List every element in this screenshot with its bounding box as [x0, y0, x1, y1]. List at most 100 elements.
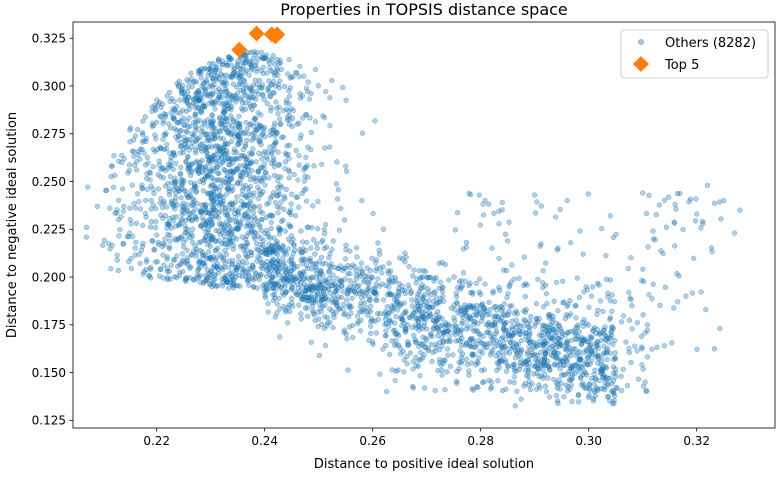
data-point-other: [545, 375, 551, 381]
data-point-other: [144, 154, 151, 161]
data-point-other: [256, 84, 263, 90]
data-point-other: [406, 263, 412, 270]
data-point-other: [462, 310, 468, 316]
data-point-other: [444, 346, 451, 352]
data-point-other: [482, 281, 488, 287]
data-point-other: [258, 164, 264, 170]
data-point-other: [594, 311, 600, 317]
data-point-other: [568, 328, 574, 335]
data-point-other: [275, 193, 281, 199]
data-point-other: [166, 89, 173, 96]
data-point-other: [365, 288, 372, 294]
data-point-other: [257, 241, 264, 248]
data-point-other: [237, 180, 244, 186]
data-point-other: [143, 197, 149, 204]
data-point-other: [376, 283, 382, 289]
data-point-other: [613, 231, 619, 237]
data-point-other: [586, 381, 593, 387]
data-point-other: [254, 285, 260, 291]
data-point-other: [693, 196, 699, 202]
data-point-other: [227, 56, 233, 63]
data-point-other: [206, 232, 213, 239]
data-point-other: [317, 270, 323, 276]
data-point-other: [553, 355, 559, 361]
data-point-other: [280, 217, 286, 223]
data-point-other: [476, 355, 482, 361]
data-point-other: [560, 278, 566, 284]
data-point-other: [455, 327, 462, 334]
data-point-other: [166, 121, 172, 127]
data-point-other: [202, 86, 209, 93]
data-point-other: [490, 288, 496, 294]
data-point-other: [309, 224, 315, 231]
data-point-other: [288, 295, 295, 301]
data-point-other: [644, 354, 651, 360]
data-point-other: [246, 96, 252, 102]
data-point-other: [218, 240, 225, 247]
data-point-other: [590, 398, 597, 404]
data-point-other: [271, 155, 277, 161]
data-point-other: [495, 350, 501, 356]
data-point-other: [194, 158, 200, 164]
data-point-other: [446, 333, 453, 339]
data-point-other: [604, 356, 610, 363]
data-point-other: [513, 323, 519, 330]
data-point-other: [187, 137, 193, 143]
data-point-other: [457, 338, 464, 344]
data-point-other: [249, 106, 255, 113]
data-point-other: [216, 94, 222, 101]
data-point-other: [594, 280, 601, 287]
data-point-other: [496, 284, 502, 291]
data-point-other: [193, 253, 199, 259]
data-point-other: [140, 222, 146, 229]
data-point-other: [449, 323, 456, 329]
data-point-other: [128, 221, 134, 227]
data-point-other: [275, 72, 281, 78]
data-point-other: [83, 224, 90, 231]
data-point-other: [330, 324, 336, 331]
data-point-other: [256, 168, 262, 175]
data-point-other: [584, 338, 590, 345]
data-point-other: [721, 197, 727, 204]
data-point-other: [584, 355, 590, 361]
data-point-other: [478, 367, 485, 373]
data-point-other: [454, 301, 460, 307]
data-point-other: [446, 322, 452, 328]
data-point-other: [532, 210, 539, 216]
data-point-other: [335, 294, 342, 300]
data-point-other: [286, 56, 292, 63]
data-point-other: [634, 319, 641, 326]
data-point-other: [285, 236, 292, 242]
data-point-other: [388, 291, 394, 298]
data-point-other: [214, 164, 220, 170]
data-point-other: [567, 298, 573, 304]
data-point-other: [505, 332, 512, 338]
data-point-other: [708, 245, 715, 251]
data-point-other: [575, 392, 581, 399]
data-point-other: [152, 132, 158, 138]
data-point-other: [223, 72, 229, 78]
data-point-other: [399, 283, 405, 289]
data-point-other: [201, 80, 207, 86]
data-point-other: [352, 264, 358, 270]
data-point-other: [338, 205, 344, 212]
data-point-other: [239, 263, 245, 269]
data-point-other: [450, 352, 456, 358]
data-point-other: [190, 79, 196, 85]
data-point-other: [620, 313, 627, 319]
data-point-other: [213, 88, 220, 94]
data-point-other: [564, 303, 570, 309]
data-point-other: [312, 66, 319, 73]
data-point-other: [244, 172, 250, 178]
data-point-other: [430, 349, 436, 355]
data-point-other: [447, 338, 453, 344]
data-point-other: [177, 119, 183, 125]
data-point-other: [274, 310, 280, 316]
data-point-other: [711, 346, 718, 352]
data-point-other: [155, 186, 162, 192]
data-point-other: [473, 280, 479, 286]
data-point-other: [215, 215, 222, 221]
data-point-other: [483, 308, 489, 314]
data-point-other: [273, 138, 279, 144]
data-point-other: [230, 73, 236, 80]
